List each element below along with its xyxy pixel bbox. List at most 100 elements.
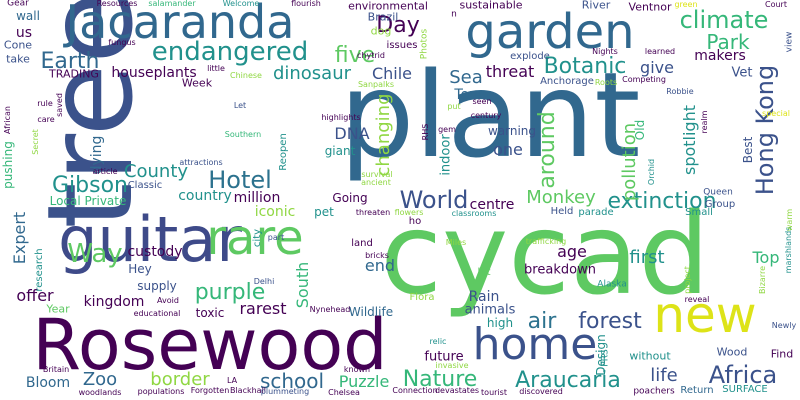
- cloud-word: extinction: [607, 189, 717, 214]
- cloud-word: Year: [46, 302, 70, 316]
- cloud-word: saved: [55, 93, 64, 117]
- cloud-word: century: [470, 111, 502, 120]
- cloud-word: kingdom: [83, 294, 145, 310]
- cloud-word: attractions: [179, 158, 223, 167]
- cloud-word: Southern: [224, 130, 262, 139]
- cloud-word: centre: [469, 197, 515, 213]
- cloud-word: warm: [785, 208, 794, 232]
- cloud-word: Brazil: [367, 10, 399, 24]
- cloud-word: future: [424, 349, 464, 365]
- cloud-word: makers: [694, 48, 746, 64]
- cloud-word: million: [233, 190, 281, 206]
- cloud-word: Held: [550, 206, 574, 217]
- cloud-word: endangered: [151, 37, 309, 67]
- cloud-word: Robbie: [666, 87, 694, 96]
- cloud-word: Wildlife: [348, 305, 394, 319]
- cloud-word: ancient: [361, 178, 391, 187]
- cloud-word: Africa: [708, 361, 778, 389]
- cloud-word: sustainable: [459, 0, 523, 12]
- cloud-word: us: [15, 25, 33, 41]
- cloud-word: River: [581, 0, 611, 12]
- cloud-word: Local Private: [49, 194, 127, 208]
- cloud-word: Chinese: [230, 71, 262, 80]
- cloud-word: salamander: [148, 0, 196, 8]
- cloud-word: city: [252, 228, 263, 248]
- cloud-word: Week: [181, 76, 213, 90]
- cloud-word: Hey: [128, 262, 152, 276]
- cloud-word: pet: [314, 205, 334, 219]
- cloud-word: Hong Kong: [751, 64, 779, 196]
- cloud-word: Bizarre: [758, 266, 767, 294]
- cloud-word: care: [37, 115, 55, 124]
- cloud-word: first: [629, 247, 665, 268]
- cloud-word: animals: [464, 302, 516, 318]
- cloud-word: threaten: [355, 208, 391, 217]
- cloud-word: border: [150, 369, 210, 390]
- cloud-word: Jacaranda: [65, 0, 295, 49]
- cloud-word: Ventnor: [628, 0, 672, 14]
- cloud-word: forest: [578, 309, 642, 334]
- cloud-word: PRS: [600, 349, 611, 367]
- cloud-word: discovered: [519, 387, 563, 396]
- cloud-word: Anchorage: [540, 76, 594, 87]
- cloud-word: reveal: [684, 295, 710, 304]
- cloud-word: Cone: [3, 38, 33, 52]
- cloud-word: RHS: [421, 123, 430, 141]
- cloud-word: Nights: [592, 47, 618, 56]
- cloud-word: part: [267, 233, 285, 242]
- cloud-word: flowers: [394, 208, 424, 217]
- cloud-word: Delhi: [253, 277, 275, 286]
- cloud-word: project: [683, 266, 692, 294]
- cloud-word: article: [92, 167, 118, 176]
- cloud-word: parade: [578, 207, 614, 218]
- cloud-word: Blackhall: [229, 386, 267, 395]
- cloud-word: spotlight: [680, 104, 699, 176]
- cloud-word: Resources: [96, 0, 138, 8]
- cloud-word: South: [293, 261, 312, 309]
- cloud-word: Rosewood: [32, 304, 388, 386]
- cloud-word: Vet: [731, 65, 753, 81]
- cloud-word: changing: [373, 93, 394, 177]
- cloud-word: Earth: [40, 49, 100, 74]
- cloud-word: age: [557, 242, 587, 261]
- cloud-word: garden: [465, 4, 635, 60]
- cloud-word: learned: [644, 47, 676, 56]
- cloud-word: giant: [324, 144, 356, 158]
- cloud-word: Competing: [622, 75, 666, 84]
- cloud-word: explode: [510, 51, 550, 62]
- cloud-word: Welcome: [222, 0, 260, 8]
- cloud-word: custody: [127, 244, 183, 260]
- cloud-word: Britain: [42, 365, 70, 374]
- cloud-word: rarest: [239, 299, 287, 318]
- cloud-word: Reopen: [278, 133, 289, 171]
- cloud-word: new: [653, 286, 757, 344]
- cloud-word: plummeting: [260, 387, 310, 396]
- cloud-word: houseplants: [111, 65, 197, 81]
- cloud-word: bricks: [365, 251, 389, 260]
- cloud-word: relic: [429, 337, 447, 346]
- cloud-word: toxic: [195, 306, 225, 320]
- cloud-word: invasive: [435, 361, 469, 370]
- cloud-word: populations: [137, 387, 185, 396]
- cloud-word: Queen: [703, 187, 733, 198]
- cloud-word: LA: [226, 376, 238, 385]
- cloud-word: Alaska: [597, 279, 627, 290]
- cloud-word: Tour: [454, 87, 484, 103]
- cloud-word: climate: [679, 6, 769, 34]
- cloud-word: TRADING: [49, 67, 99, 81]
- cloud-word: pushing: [1, 141, 15, 189]
- cloud-word: Forgotten: [190, 386, 230, 395]
- cloud-word: view: [784, 31, 795, 53]
- cloud-word: woodlands: [78, 388, 122, 397]
- cloud-word: Miles: [445, 238, 467, 247]
- cloud-word: Chelsea: [328, 388, 360, 397]
- cloud-word: rare: [206, 210, 304, 266]
- cloud-word: Nature: [402, 367, 478, 392]
- cloud-word: Court: [765, 0, 787, 9]
- cloud-word: Nynehead: [309, 305, 351, 314]
- cloud-word: DNA: [334, 124, 370, 143]
- cloud-word: school: [259, 369, 325, 393]
- cloud-word: World: [399, 186, 469, 214]
- cloud-word: offer: [16, 286, 54, 305]
